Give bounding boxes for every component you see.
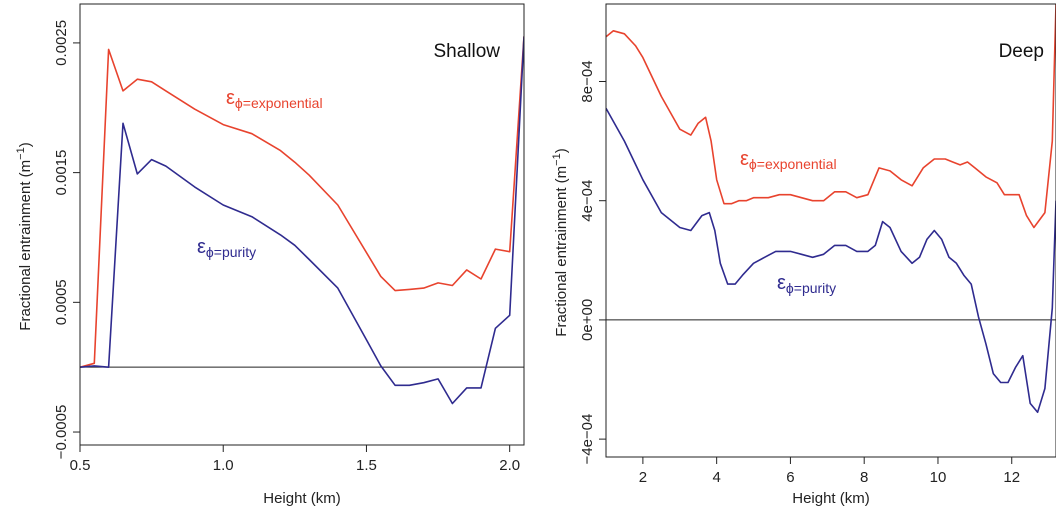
x-tick-label: 0.5 xyxy=(70,457,91,474)
series-label-symbol: ε xyxy=(226,87,235,109)
series-lines xyxy=(606,4,1056,414)
y-axis-label-text: Fractional entrainment (m xyxy=(553,166,570,337)
x-tick-label: 4 xyxy=(712,469,720,486)
series-label-subscript: ϕ=exponential xyxy=(235,95,323,111)
x-tick-label: 2 xyxy=(639,469,647,486)
y-axis: −0.0005 0.0005 0.0015 0.0025 xyxy=(53,20,80,459)
x-axis: 0.5 1.0 1.5 2.0 xyxy=(70,445,520,474)
y-axis-label-close: ) xyxy=(17,142,34,147)
series-line-exponential xyxy=(80,36,524,368)
y-axis-label: Fractional entrainment (m−1) xyxy=(551,148,570,336)
panel-title: Deep xyxy=(999,41,1044,62)
y-tick-label: −4e−04 xyxy=(579,414,596,465)
series-label-purity: εϕ=purity xyxy=(777,272,836,296)
y-tick-label: 0.0005 xyxy=(53,279,70,325)
x-tick-label: 10 xyxy=(930,469,947,486)
y-tick-label: −0.0005 xyxy=(53,405,70,460)
plot-frame xyxy=(605,3,1056,458)
y-tick-label: 0.0015 xyxy=(53,150,70,196)
y-axis-label-unit-exponent: −1 xyxy=(15,147,27,160)
x-axis-label: Height (km) xyxy=(792,490,870,507)
series-lines xyxy=(80,36,524,405)
x-tick-label: 1.0 xyxy=(213,457,234,474)
y-tick-label: 8e−04 xyxy=(579,60,596,102)
plot-frame xyxy=(79,3,525,446)
panel-title: Shallow xyxy=(433,41,500,62)
y-tick-label: 4e−04 xyxy=(579,180,596,222)
y-tick-label: 0.0025 xyxy=(53,20,70,66)
series-label-purity: εϕ=purity xyxy=(197,236,256,260)
x-tick-label: 8 xyxy=(860,469,868,486)
x-tick-label: 6 xyxy=(786,469,794,486)
y-axis-label: Fractional entrainment (m−1) xyxy=(15,142,34,330)
series-label-subscript: ϕ=purity xyxy=(206,244,256,260)
series-label-symbol: ε xyxy=(197,236,206,258)
x-tick-label: 2.0 xyxy=(499,457,520,474)
x-axis-label: Height (km) xyxy=(263,490,341,507)
y-tick-label: 0e+00 xyxy=(579,299,596,341)
y-axis-label-text: Fractional entrainment (m xyxy=(17,160,34,331)
x-axis: 2 4 6 8 10 12 xyxy=(639,457,1020,486)
series-line-purity xyxy=(606,107,1056,414)
x-tick-label: 1.5 xyxy=(356,457,377,474)
y-axis-label-close: ) xyxy=(553,148,570,153)
series-label-exponential: εϕ=exponential xyxy=(226,87,323,111)
series-line-purity xyxy=(80,36,524,405)
y-axis-label-unit-exponent: −1 xyxy=(551,153,563,166)
series-label-subscript: ϕ=purity xyxy=(786,280,836,296)
series-label-exponential: εϕ=exponential xyxy=(740,148,837,172)
deep-panel: 2 4 6 8 10 12 Height (km) −4e−04 0e+00 4e−04 8e−04… xyxy=(551,3,1056,507)
x-tick-label: 12 xyxy=(1003,469,1020,486)
series-line-exponential xyxy=(606,4,1056,229)
y-axis: −4e−04 0e+00 4e−04 8e−04 xyxy=(579,60,606,465)
series-label-subscript: ϕ=exponential xyxy=(749,156,837,172)
series-label-symbol: ε xyxy=(740,148,749,170)
series-label-symbol: ε xyxy=(777,272,786,294)
shallow-panel: 0.5 1.0 1.5 2.0 Height (km) −0.0005 0.0005 0.00… xyxy=(15,3,525,507)
